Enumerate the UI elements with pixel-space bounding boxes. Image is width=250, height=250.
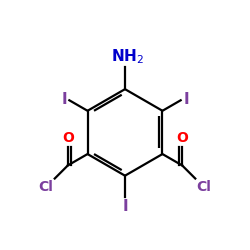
Text: Cl: Cl — [196, 180, 212, 194]
Text: O: O — [62, 131, 74, 145]
Text: Cl: Cl — [38, 180, 54, 194]
Text: O: O — [176, 131, 188, 145]
Text: I: I — [61, 92, 67, 106]
Text: NH$_2$: NH$_2$ — [111, 47, 144, 66]
Text: I: I — [122, 199, 128, 214]
Text: I: I — [183, 92, 189, 106]
